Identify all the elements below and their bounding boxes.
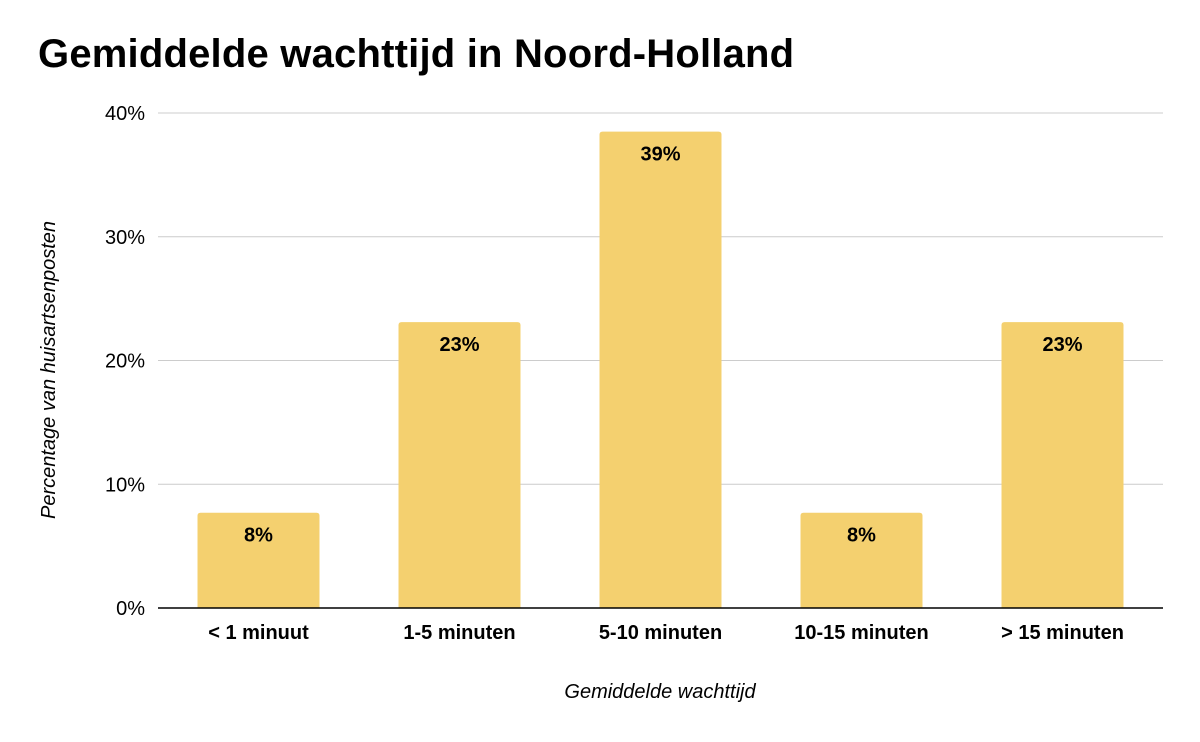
bar	[398, 322, 521, 608]
x-tick-label: 10-15 minuten	[794, 622, 928, 644]
bar	[197, 512, 320, 608]
x-tick-label: 1-5 minuten	[403, 622, 515, 644]
bar	[599, 131, 722, 608]
y-tick-label: 40%	[105, 103, 145, 125]
bar	[800, 512, 923, 608]
data-label: 8%	[244, 525, 273, 547]
chart-title: Gemiddelde wachttijd in Noord-Holland	[38, 32, 795, 76]
data-label: 23%	[439, 334, 479, 356]
x-category-labels: < 1 minuut 1-5 minuten 5-10 minuten 10-15 m…	[208, 622, 1124, 644]
bars	[197, 131, 1124, 608]
y-tick-labels: 0% 10% 20% 30% 40%	[105, 103, 145, 620]
bar	[1001, 322, 1124, 608]
x-tick-label: 5-10 minuten	[599, 622, 722, 644]
data-label: 39%	[640, 144, 680, 166]
y-tick-label: 10%	[105, 474, 145, 496]
data-label: 23%	[1042, 334, 1082, 356]
y-tick-label: 30%	[105, 227, 145, 249]
x-tick-label: > 15 minuten	[1001, 622, 1124, 644]
y-tick-label: 0%	[116, 598, 145, 620]
data-labels: 8% 23% 39% 8% 23%	[244, 144, 1083, 547]
data-label: 8%	[847, 525, 876, 547]
x-tick-label: < 1 minuut	[208, 622, 309, 644]
y-axis-title: Percentage van huisartsenposten	[38, 221, 60, 519]
x-axis-title: Gemiddelde wachttijd	[564, 681, 756, 703]
y-tick-label: 20%	[105, 351, 145, 373]
